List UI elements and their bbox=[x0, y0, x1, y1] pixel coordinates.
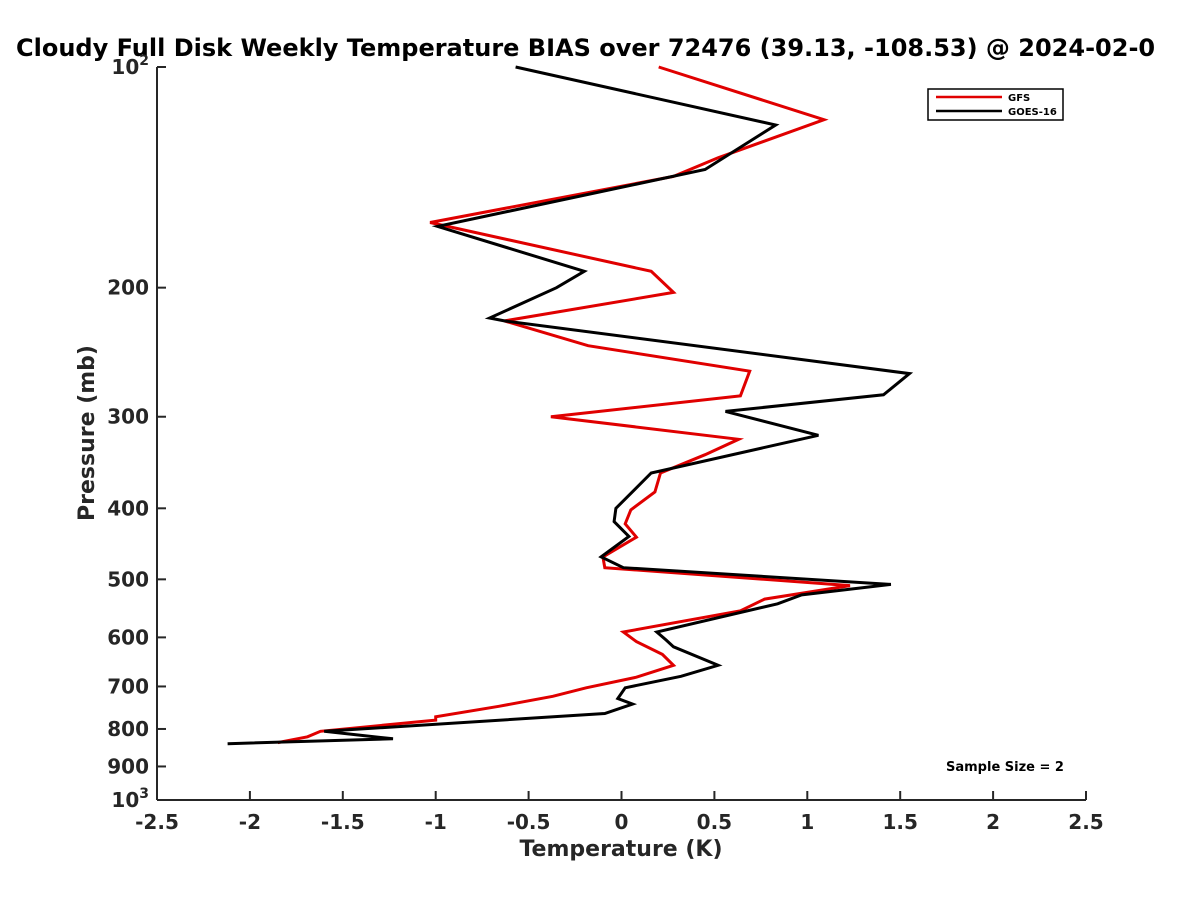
legend-label-gfs: GFS bbox=[1008, 93, 1030, 104]
y-tick-label: 200 bbox=[107, 276, 149, 300]
x-axis-label: Temperature (K) bbox=[519, 837, 722, 862]
x-tick-label: 1.5 bbox=[882, 810, 917, 834]
y-tick-label: 400 bbox=[107, 496, 149, 520]
x-tick-label: 0.5 bbox=[697, 810, 732, 834]
y-tick-label: 700 bbox=[107, 674, 149, 698]
y-tick-label: 900 bbox=[107, 754, 149, 778]
legend: GFS GOES-16 bbox=[927, 88, 1064, 121]
x-tick-label: -2.5 bbox=[135, 810, 179, 834]
y-axis-label: Pressure (mb) bbox=[75, 345, 100, 521]
x-tick-label: 1 bbox=[800, 810, 814, 834]
x-axis-ticks: -2.5 -2 -1.5 -1 -0.5 0 0.5 1 1.5 2 2.5 bbox=[135, 791, 1104, 834]
y-tick-exponent: 2 bbox=[139, 53, 149, 69]
x-tick-label: -0.5 bbox=[507, 810, 551, 834]
sample-size-annotation: Sample Size = 2 bbox=[946, 760, 1064, 775]
y-tick-label: 102 bbox=[111, 53, 149, 79]
legend-label-goes-16: GOES-16 bbox=[1008, 107, 1057, 118]
y-tick-label: 500 bbox=[107, 567, 149, 591]
x-tick-label: 2 bbox=[986, 810, 1000, 834]
y-tick-label: 103 bbox=[111, 786, 149, 812]
series-line-gfs bbox=[277, 65, 851, 745]
x-tick-label: -1.5 bbox=[321, 810, 365, 834]
series-line-goes-16 bbox=[227, 65, 914, 746]
y-tick-label: 600 bbox=[107, 625, 149, 649]
x-tick-label: -1 bbox=[425, 810, 447, 834]
chart-title: Cloudy Full Disk Weekly Temperature BIAS… bbox=[16, 34, 1155, 62]
y-axis-ticks: 102 200 300 400 500 600 700 800 900 103 bbox=[107, 53, 166, 812]
legend-box bbox=[927, 88, 1064, 121]
x-tick-label: 0 bbox=[615, 810, 629, 834]
x-tick-label: -2 bbox=[239, 810, 261, 834]
x-tick-label: 2.5 bbox=[1068, 810, 1103, 834]
y-tick-exponent: 3 bbox=[139, 786, 149, 802]
y-tick-label: 800 bbox=[107, 717, 149, 741]
plot-lines bbox=[227, 65, 914, 746]
y-tick-label: 300 bbox=[107, 405, 149, 429]
